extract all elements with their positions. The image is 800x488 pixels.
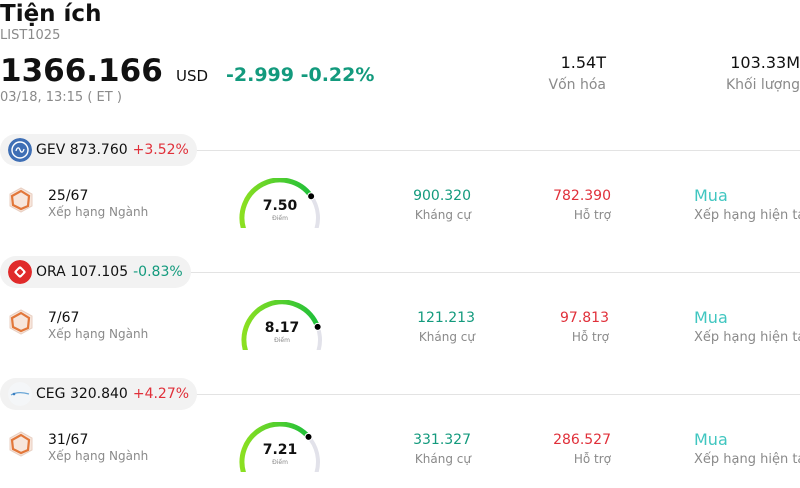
rating-label: Xếp hạng hiện tại xyxy=(694,452,800,467)
resistance-value: 900.320 xyxy=(413,188,471,204)
stock-change: +3.52% xyxy=(132,142,189,158)
timestamp: 03/18, 13:15 ( ET ) xyxy=(0,90,122,105)
score-label: Điểm xyxy=(272,459,288,466)
stock-name: GEV 873.760 xyxy=(36,142,128,158)
stock-pill-ora[interactable]: ORA 107.105 -0.83% xyxy=(0,256,191,288)
score-gauge: 7.21 Điểm xyxy=(237,422,323,472)
support-value: 286.527 xyxy=(553,432,611,448)
rating-value: Mua xyxy=(694,308,728,327)
rating-label: Xếp hạng hiện tại xyxy=(694,208,800,223)
resistance-value: 121.213 xyxy=(417,310,475,326)
page-title: Tiện ích xyxy=(0,1,102,27)
gauge-needle-dot xyxy=(313,322,322,331)
divider xyxy=(190,272,800,273)
support-label: Hỗ trợ xyxy=(573,452,611,466)
constellation-logo-icon xyxy=(8,382,32,406)
industry-rank-label: Xếp hạng Ngành xyxy=(48,205,149,219)
industry-rank-icon xyxy=(8,430,34,458)
industry-rank-value: 7/67 xyxy=(48,310,80,326)
stock-card-ora[interactable]: ORA 107.105 -0.83% 7/67 Xếp hạng Ngành 8… xyxy=(0,256,800,382)
ge-vernova-logo-icon xyxy=(8,138,32,162)
support-value: 97.813 xyxy=(560,310,609,326)
stock-change: -0.83% xyxy=(133,264,183,280)
rating-label: Xếp hạng hiện tại xyxy=(694,330,800,345)
resistance-label: Kháng cự xyxy=(414,452,471,466)
stock-pill-ceg[interactable]: CEG 320.840 +4.27% xyxy=(0,378,198,410)
industry-rank-icon xyxy=(8,308,34,336)
ormat-logo-icon xyxy=(8,260,32,284)
list-code: LIST1025 xyxy=(0,28,61,43)
score-gauge: 7.50 Điểm xyxy=(237,178,323,228)
rating-value: Mua xyxy=(694,430,728,449)
index-price: 1366.166 xyxy=(0,53,163,89)
score-label: Điểm xyxy=(272,215,288,222)
industry-rank-value: 25/67 xyxy=(48,188,89,204)
gauge-needle-dot xyxy=(304,432,313,441)
support-label: Hỗ trợ xyxy=(573,208,611,222)
score-value: 7.21 xyxy=(262,442,298,458)
score-value: 7.50 xyxy=(262,198,298,214)
divider xyxy=(190,394,800,395)
stock-card-ceg[interactable]: CEG 320.840 +4.27% 31/67 Xếp hạng Ngành … xyxy=(0,378,800,488)
industry-rank-label: Xếp hạng Ngành xyxy=(48,449,149,463)
index-change: -2.999 -0.22% xyxy=(226,64,374,86)
gauge-fill xyxy=(241,300,321,350)
gauge-needle-dot xyxy=(307,192,316,201)
currency-label: USD xyxy=(176,67,209,85)
resistance-value: 331.327 xyxy=(413,432,471,448)
rating-value: Mua xyxy=(694,186,728,205)
score-value: 8.17 xyxy=(264,320,300,336)
stock-name: CEG 320.840 xyxy=(36,386,128,402)
volume-label: Khối lượng xyxy=(725,77,800,93)
gauge-fill xyxy=(239,178,314,228)
stock-pill-gev[interactable]: GEV 873.760 +3.52% xyxy=(0,134,197,166)
support-value: 782.390 xyxy=(553,188,611,204)
index-change-value: -2.999 xyxy=(226,64,294,86)
volume-value: 103.33M xyxy=(730,53,800,72)
support-label: Hỗ trợ xyxy=(571,330,609,344)
market-cap-label: Vốn hóa xyxy=(548,77,606,93)
stock-change: +4.27% xyxy=(132,386,190,402)
resistance-label: Kháng cự xyxy=(414,208,471,222)
industry-rank-value: 31/67 xyxy=(48,432,89,448)
industry-rank-label: Xếp hạng Ngành xyxy=(48,327,149,341)
stock-card-gev[interactable]: GEV 873.760 +3.52% 25/67 Xếp hạng Ngành … xyxy=(0,134,800,260)
score-label: Điểm xyxy=(274,337,290,344)
industry-rank-icon xyxy=(8,186,34,214)
score-gauge: 8.17 Điểm xyxy=(239,300,325,350)
index-change-percent: -0.22% xyxy=(300,64,375,86)
resistance-label: Kháng cự xyxy=(418,330,475,344)
gauge-fill xyxy=(239,422,312,472)
divider xyxy=(190,150,800,151)
stock-name: ORA 107.105 xyxy=(36,264,129,280)
market-cap-value: 1.54T xyxy=(560,53,606,72)
